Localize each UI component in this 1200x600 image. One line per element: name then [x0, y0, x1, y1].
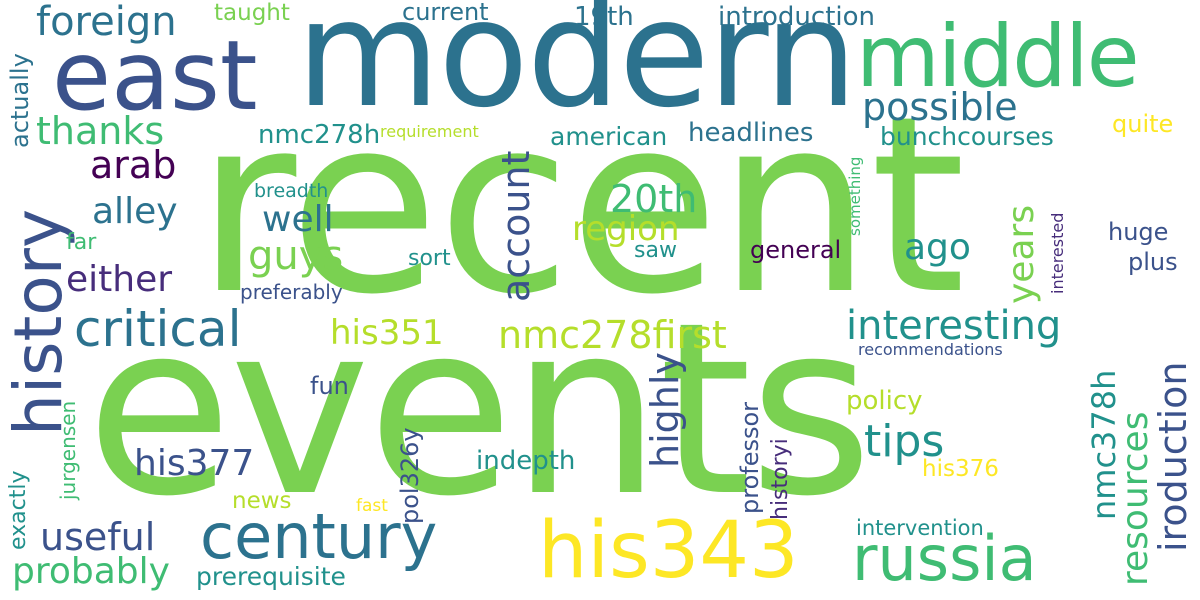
- word-american: american: [550, 122, 668, 151]
- word-19th: 19th: [574, 2, 634, 32]
- word-years: years: [1001, 204, 1042, 304]
- word-arab: arab: [90, 143, 177, 187]
- word-fun: fun: [310, 372, 349, 400]
- word-historyi: historyi: [768, 438, 793, 520]
- word-nmc278first: nmc278first: [498, 313, 727, 357]
- word-account: account: [494, 150, 538, 302]
- word-introduction: introduction: [718, 2, 876, 32]
- word-taught: taught: [214, 0, 290, 26]
- word-policy: policy: [846, 386, 923, 416]
- word-well: well: [262, 199, 334, 240]
- word-huge: huge: [1108, 218, 1169, 246]
- word-highly: highly: [643, 352, 687, 468]
- word-professor: professor: [736, 401, 764, 514]
- word-headlines: headlines: [688, 118, 814, 148]
- word-interested: interested: [1048, 212, 1067, 294]
- word-iroduction: iroduction: [1151, 361, 1195, 552]
- word-recommendations: recommendations: [858, 340, 1003, 359]
- word-modern: modern: [296, 0, 858, 140]
- word-alley: alley: [92, 191, 178, 232]
- word-middle: middle: [856, 7, 1140, 107]
- word-bunchcourses: bunchcourses: [880, 122, 1054, 151]
- word-plus: plus: [1128, 248, 1178, 276]
- word-prerequisite: prerequisite: [196, 562, 346, 591]
- word-fast: fast: [356, 496, 388, 516]
- word-nmc278h: nmc278h: [258, 120, 381, 150]
- word-saw: saw: [634, 238, 677, 263]
- word-actually: actually: [6, 53, 34, 148]
- word-current: current: [402, 0, 489, 26]
- word-his343: his343: [538, 506, 799, 596]
- word-sort: sort: [408, 246, 451, 271]
- word-useful: useful: [40, 515, 156, 559]
- word-possible: possible: [862, 85, 1018, 129]
- word-foreign: foreign: [36, 0, 177, 45]
- word-ago: ago: [904, 227, 971, 268]
- word-recent: recent: [196, 64, 966, 348]
- word-century: century: [200, 500, 438, 573]
- word-intervention: intervention: [856, 516, 984, 540]
- word-tips: tips: [864, 416, 945, 467]
- word-general: general: [750, 236, 842, 264]
- word-jurgensen: jurgensen: [56, 400, 80, 500]
- word-resources: resources: [1115, 411, 1156, 586]
- word-requirement: requirement: [380, 122, 479, 141]
- word-east: east: [52, 20, 258, 132]
- word-probably: probably: [12, 551, 170, 592]
- word-quite: quite: [1112, 110, 1174, 138]
- word-his376: his376: [922, 456, 999, 482]
- word-russia: russia: [852, 522, 1037, 595]
- word-something: something: [846, 156, 864, 236]
- word-pol326y: pol326y: [396, 427, 424, 524]
- word-critical: critical: [74, 300, 242, 358]
- word-far: far: [66, 230, 97, 255]
- word-interesting: interesting: [846, 303, 1062, 349]
- word-breadth: breadth: [254, 180, 329, 202]
- word-news: news: [232, 488, 292, 514]
- word-events: events: [86, 272, 873, 549]
- word-thanks: thanks: [36, 109, 165, 153]
- word-preferably: preferably: [240, 280, 343, 304]
- word-20th: 20th: [610, 177, 698, 221]
- word-region: region: [572, 209, 680, 249]
- word-guys: guys: [248, 233, 344, 279]
- word-his351: his351: [330, 313, 444, 353]
- word-his377: his377: [134, 443, 255, 484]
- word-exactly: exactly: [6, 470, 31, 550]
- word-indepth: indepth: [476, 446, 576, 476]
- word-either: either: [66, 259, 173, 300]
- word-nmc378h: nmc378h: [1085, 369, 1123, 520]
